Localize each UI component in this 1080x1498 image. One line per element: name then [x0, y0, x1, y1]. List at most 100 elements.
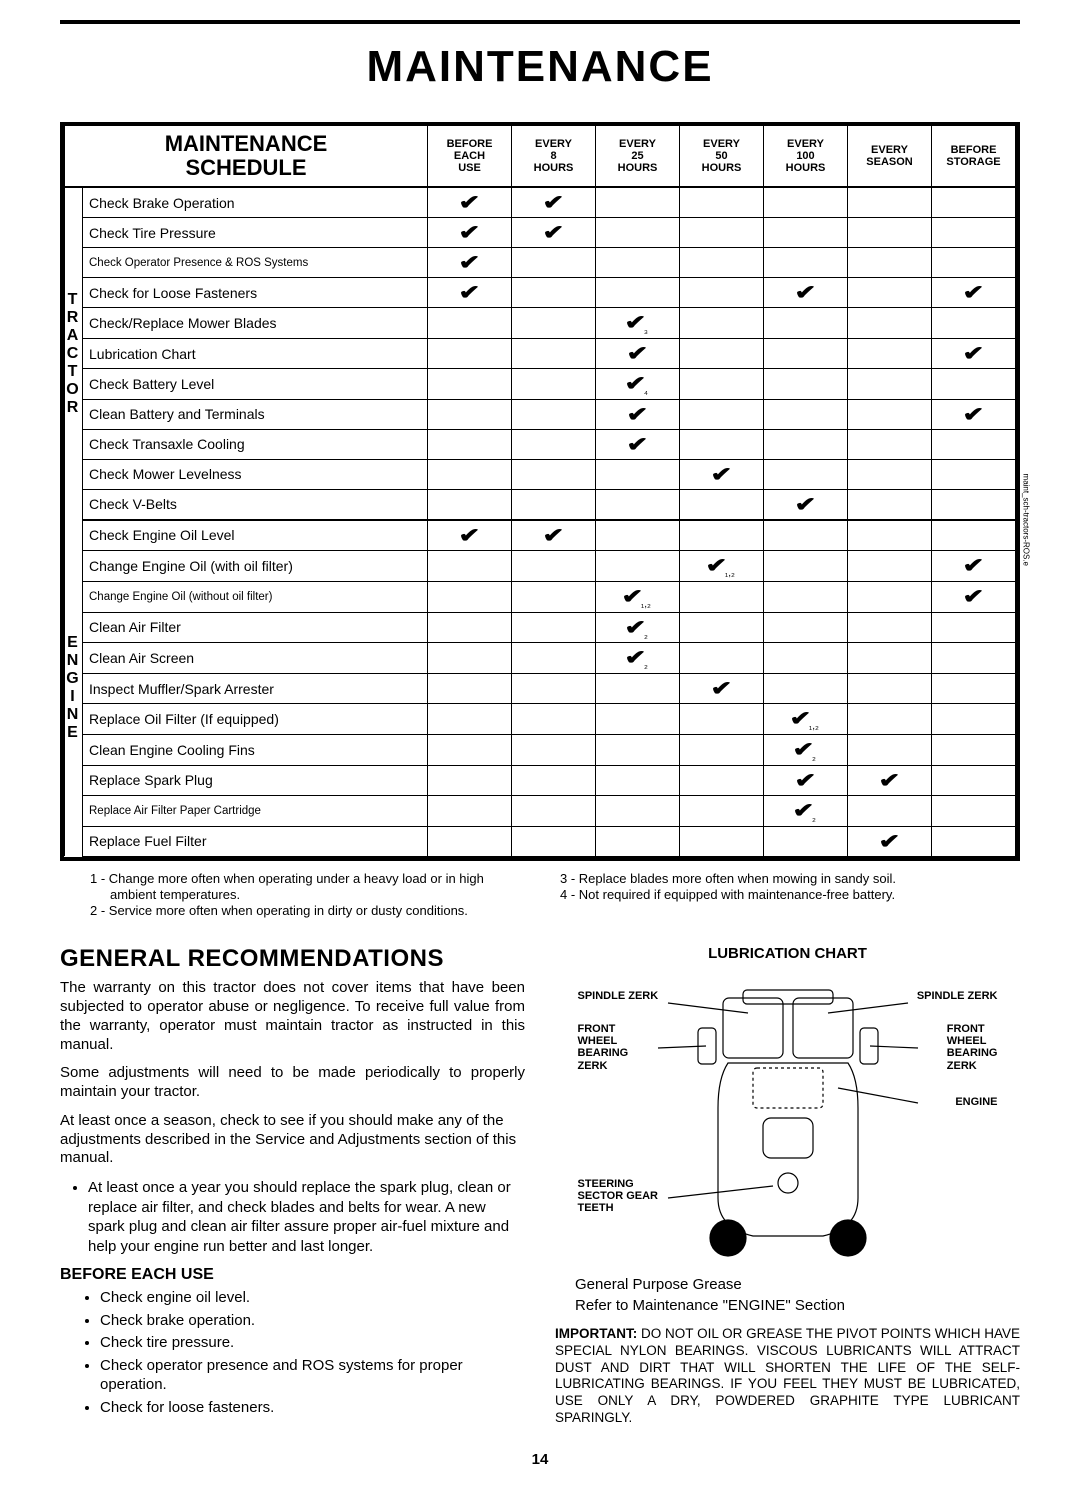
- mark-cell: ✔: [848, 765, 932, 795]
- footnotes-right: 3 - Replace blades more often when mowin…: [560, 871, 990, 920]
- mark-cell: [932, 308, 1016, 339]
- check-icon: ✔: [625, 645, 647, 670]
- mark-cell: [512, 550, 596, 581]
- check-icon: ✔: [543, 220, 565, 245]
- task-cell: Clean Battery and Terminals: [83, 399, 428, 429]
- mark-cell: [932, 489, 1016, 520]
- mark-cell: [764, 520, 848, 551]
- mark-cell: ✔₃: [596, 308, 680, 339]
- mark-cell: [848, 581, 932, 612]
- maintenance-schedule-table: MAINTENANCE SCHEDULE BEFOREEACHUSE EVERY…: [64, 126, 1016, 857]
- task-cell: Inspect Muffler/Spark Arrester: [83, 674, 428, 704]
- lube-label-engine: ENGINE: [955, 1096, 997, 1108]
- mark-cell: ✔₄: [596, 369, 680, 400]
- mark-cell: [428, 826, 512, 856]
- check-icon: ✔: [543, 190, 565, 215]
- mark-cell: [428, 459, 512, 489]
- mark-cell: [596, 248, 680, 278]
- mark-cell: [932, 612, 1016, 643]
- lower-columns: GENERAL RECOMMENDATIONS The warranty on …: [60, 945, 1020, 1427]
- mark-cell: [848, 218, 932, 248]
- task-cell: Replace Air Filter Paper Cartridge: [83, 795, 428, 826]
- mark-cell: [428, 429, 512, 459]
- table-row: Check Transaxle Cooling✔: [65, 429, 1016, 459]
- mark-cell: [512, 734, 596, 765]
- mark-cell: [512, 765, 596, 795]
- footnotes-left: 1 - Change more often when operating und…: [90, 871, 520, 920]
- mark-cell: [932, 459, 1016, 489]
- mark-cell: ✔: [512, 218, 596, 248]
- check-icon: ✔: [622, 584, 644, 609]
- mark-cell: [848, 520, 932, 551]
- check-icon: ✔: [543, 523, 565, 548]
- mark-cell: [428, 643, 512, 674]
- mark-cell: [848, 187, 932, 218]
- mark-cell: ✔: [680, 459, 764, 489]
- task-cell: Clean Engine Cooling Fins: [83, 734, 428, 765]
- footnote: 2 - Service more often when operating in…: [90, 903, 520, 919]
- mark-cell: ✔: [848, 826, 932, 856]
- mark-cell: [680, 218, 764, 248]
- table-row: Check Operator Presence & ROS Systems✔: [65, 248, 1016, 278]
- mark-cell: [848, 459, 932, 489]
- before-each-use-heading: BEFORE EACH USE: [60, 1266, 525, 1284]
- mark-cell: [764, 550, 848, 581]
- mark-cell: [428, 581, 512, 612]
- check-icon: ✔: [459, 220, 481, 245]
- task-cell: Check for Loose Fasteners: [83, 278, 428, 308]
- table-row: Clean Air Filter✔₂: [65, 612, 1016, 643]
- check-icon: ✔: [711, 462, 733, 487]
- mark-cell: [848, 369, 932, 400]
- mark-cell: [512, 369, 596, 400]
- task-cell: Check Mower Levelness: [83, 459, 428, 489]
- check-icon: ✔: [795, 768, 817, 793]
- lube-label-steering: STEERING SECTOR GEAR TEETH: [578, 1178, 658, 1214]
- mark-cell: ✔: [680, 674, 764, 704]
- lube-label-fwb-r: FRONT WHEEL BEARING ZERK: [947, 1023, 998, 1071]
- mark-cell: [932, 218, 1016, 248]
- mark-cell: [596, 550, 680, 581]
- col-header: EVERY8HOURS: [512, 126, 596, 187]
- mark-cell: [428, 734, 512, 765]
- task-cell: Check Tire Pressure: [83, 218, 428, 248]
- mark-cell: [596, 795, 680, 826]
- check-icon: ✔: [963, 402, 985, 427]
- task-cell: Check Engine Oil Level: [83, 520, 428, 551]
- lube-label-spindle-l: SPINDLE ZERK: [578, 990, 659, 1002]
- mark-cell: [512, 795, 596, 826]
- mark-cell: ✔₁,₂: [764, 704, 848, 735]
- mark-cell: [932, 674, 1016, 704]
- table-row: TRACTORCheck Brake Operation✔✔: [65, 187, 1016, 218]
- mark-cell: [680, 765, 764, 795]
- genrec-p1: The warranty on this tractor does not co…: [60, 979, 525, 1054]
- mark-cell: [596, 765, 680, 795]
- mark-cell: [512, 278, 596, 308]
- check-icon: ✔: [625, 310, 647, 335]
- mark-cell: [428, 308, 512, 339]
- col-header: EVERY25HOURS: [596, 126, 680, 187]
- task-cell: Check Operator Presence & ROS Systems: [83, 248, 428, 278]
- check-icon: ✔: [627, 341, 649, 366]
- mark-cell: [932, 704, 1016, 735]
- mark-cell: ✔: [932, 581, 1016, 612]
- mark-cell: [512, 429, 596, 459]
- important-label: IMPORTANT:: [555, 1326, 637, 1341]
- mark-cell: [764, 826, 848, 856]
- table-row: Check Battery Level✔₄: [65, 369, 1016, 400]
- mark-cell: [512, 612, 596, 643]
- mark-cell: [764, 612, 848, 643]
- schedule-title-cell: MAINTENANCE SCHEDULE: [65, 126, 428, 187]
- check-icon: ✔: [459, 190, 481, 215]
- mark-cell: [764, 643, 848, 674]
- mark-cell: [512, 489, 596, 520]
- check-icon: ✔: [795, 280, 817, 305]
- mark-cell: [764, 218, 848, 248]
- check-icon: ✔: [793, 737, 815, 762]
- check-icon: ✔: [627, 432, 649, 457]
- table-row: Clean Battery and Terminals✔✔: [65, 399, 1016, 429]
- mark-cell: ✔₂: [596, 643, 680, 674]
- mark-cell: [932, 643, 1016, 674]
- check-icon: ✔: [963, 280, 985, 305]
- table-row: Clean Air Screen✔₂: [65, 643, 1016, 674]
- mark-cell: [512, 399, 596, 429]
